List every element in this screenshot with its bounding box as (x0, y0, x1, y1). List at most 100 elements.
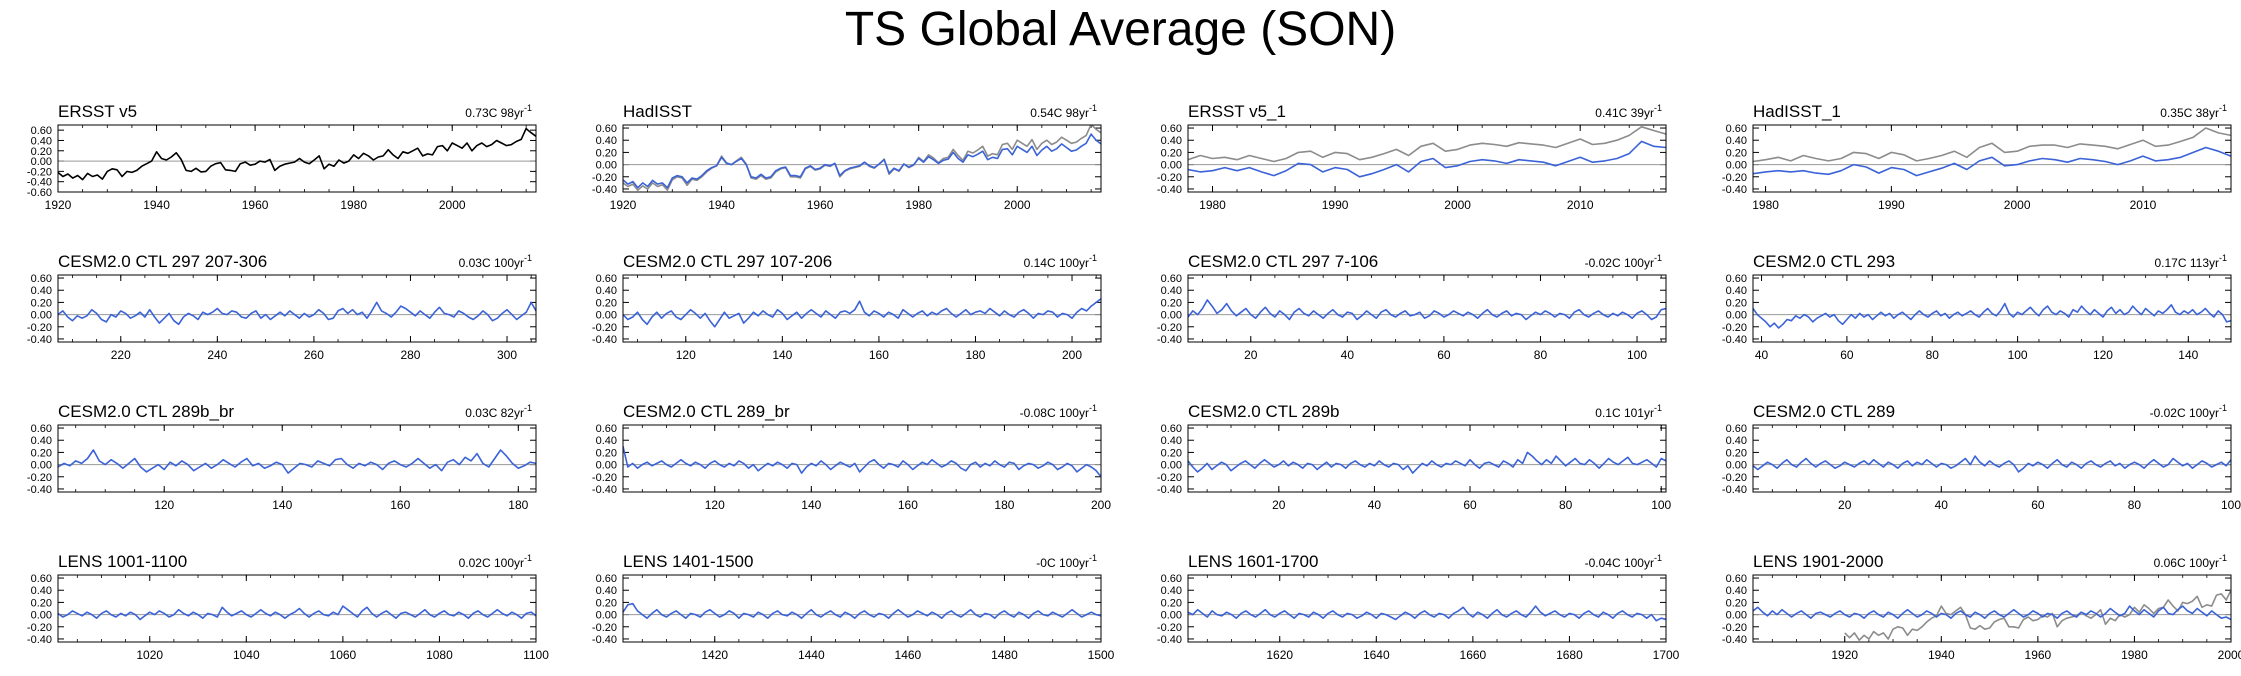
x-tick-label: 1100 (523, 648, 549, 662)
y-tick-label: -0.40 (1722, 184, 1747, 196)
y-tick-label: 0.60 (596, 423, 617, 435)
panel-title: ERSST v5_1 (1188, 102, 1286, 121)
x-tick-label: 80 (1534, 348, 1548, 362)
x-tick-label: 160 (869, 348, 889, 362)
y-tick-label: -0.40 (27, 484, 52, 496)
x-tick-label: 140 (2178, 348, 2198, 362)
y-tick-label: 0.60 (1161, 573, 1182, 585)
chart-panel: LENS 1001-1100 0.02C 100yr-1 -0.40-0.200.0… (27, 552, 549, 662)
x-tick-label: 1440 (798, 648, 825, 662)
x-tick-label: 2010 (1567, 198, 1594, 212)
x-tick-label: 1980 (340, 198, 367, 212)
series-line-model (1753, 302, 2231, 329)
trend-label: 0.1C 101yr-1 (1595, 403, 1662, 420)
x-tick-label: 1500 (1088, 648, 1115, 662)
panel-title: CESM2.0 CTL 289 (1753, 402, 1895, 421)
panel-title: CESM2.0 CTL 289_br (623, 402, 790, 421)
y-tick-label: 0.20 (31, 297, 52, 309)
y-tick-label: 0.60 (31, 573, 52, 585)
y-tick-label: 0.00 (596, 160, 617, 172)
y-tick-label: -0.20 (1722, 322, 1747, 334)
x-tick-label: 100 (2008, 348, 2028, 362)
y-tick-label: -0.40 (1157, 484, 1182, 496)
panel-title: LENS 1401-1500 (623, 552, 753, 571)
x-tick-label: 20 (1244, 348, 1258, 362)
x-tick-label: 1700 (1653, 648, 1680, 662)
chart-panel: HadISST 0.54C 98yr-1 -0.40-0.200.000.200.4… (592, 102, 1102, 212)
chart-panel: LENS 1401-1500 -0C 100yr-1-0.40-0.200.000… (592, 552, 1115, 662)
series-line-model (1753, 146, 2231, 177)
y-tick-label: -0.40 (592, 334, 617, 346)
x-tick-label: 1060 (330, 648, 357, 662)
trend-label: 0.03C 100yr-1 (459, 253, 532, 270)
x-tick-label: 20 (1272, 498, 1286, 512)
y-tick-label: 0.00 (1161, 160, 1182, 172)
y-tick-label: 0.40 (596, 135, 617, 147)
chart-panel: CESM2.0 CTL 297 207-306 0.03C 100yr-1 -0.4… (27, 252, 537, 362)
x-tick-label: 40 (1935, 498, 1949, 512)
x-tick-label: 240 (207, 348, 227, 362)
x-tick-label: 2000 (439, 198, 466, 212)
y-tick-label: -0.60 (27, 187, 52, 199)
y-tick-label: 0.40 (1161, 435, 1182, 447)
x-tick-label: 1920 (45, 198, 72, 212)
x-tick-label: 1940 (1928, 648, 1955, 662)
trend-label: 0.41C 39yr-1 (1595, 103, 1662, 120)
series-line-model (1188, 605, 1666, 622)
x-tick-label: 60 (2031, 498, 2045, 512)
y-tick-label: -0.20 (592, 622, 617, 634)
trend-label: 0.54C 98yr-1 (1030, 103, 1097, 120)
panel-title: CESM2.0 CTL 297 7-106 (1188, 252, 1378, 271)
plot-frame (1752, 274, 2232, 343)
x-tick-label: 1940 (143, 198, 170, 212)
panel-title: LENS 1901-2000 (1753, 552, 1883, 571)
chart-panel: CESM2.0 CTL 289 -0.02C 100yr-1-0.40-0.200… (1722, 402, 2241, 512)
x-tick-label: 1460 (895, 648, 922, 662)
plot-frame (1187, 424, 1667, 493)
plot-frame (1752, 574, 2232, 643)
x-tick-label: 20 (1838, 498, 1852, 512)
y-tick-label: 0.40 (31, 135, 52, 147)
x-tick-label: 1620 (1266, 648, 1293, 662)
x-tick-label: 1960 (242, 198, 269, 212)
y-tick-label: 0.20 (1161, 597, 1182, 609)
y-tick-label: -0.20 (1722, 172, 1747, 184)
series-line-model (58, 301, 536, 326)
y-tick-label: 0.60 (1726, 273, 1747, 285)
y-tick-label: 0.60 (31, 125, 52, 137)
y-tick-label: -0.40 (592, 484, 617, 496)
trend-label: -0.02C 100yr-1 (1585, 253, 1662, 270)
plot-frame (622, 424, 1102, 493)
x-tick-label: 1920 (610, 198, 637, 212)
y-tick-label: 0.40 (596, 285, 617, 297)
x-tick-label: 120 (676, 348, 696, 362)
y-tick-label: 0.60 (596, 273, 617, 285)
y-tick-label: 0.40 (596, 585, 617, 597)
x-tick-label: 1420 (701, 648, 728, 662)
panel-title: HadISST (623, 102, 692, 121)
x-tick-label: 1990 (1322, 198, 1349, 212)
plot-frame (622, 274, 1102, 343)
y-tick-label: 0.40 (31, 435, 52, 447)
y-tick-label: 0.60 (596, 573, 617, 585)
trend-label: -0.02C 100yr-1 (2150, 403, 2227, 420)
x-tick-label: 180 (994, 498, 1014, 512)
x-tick-label: 100 (2221, 498, 2241, 512)
y-tick-label: 0.40 (1726, 585, 1747, 597)
y-tick-label: 0.40 (1161, 585, 1182, 597)
y-tick-label: -0.20 (1157, 172, 1182, 184)
y-tick-label: 0.20 (596, 447, 617, 459)
y-tick-label: 0.00 (1726, 610, 1747, 622)
chart-panel: CESM2.0 CTL 297 7-106 -0.02C 100yr-1 -0.40… (1157, 252, 1667, 362)
y-tick-label: 0.60 (1161, 273, 1182, 285)
panel-title: LENS 1001-1100 (58, 552, 187, 571)
x-tick-label: 80 (1926, 348, 1940, 362)
x-tick-label: 60 (1463, 498, 1477, 512)
x-tick-label: 1680 (1556, 648, 1583, 662)
x-tick-label: 80 (1559, 498, 1573, 512)
plot-frame (622, 124, 1102, 193)
y-tick-label: 0.40 (31, 585, 52, 597)
series-line-model (1188, 299, 1666, 321)
y-tick-label: 0.20 (1161, 297, 1182, 309)
panel-title: HadISST_1 (1753, 102, 1841, 121)
